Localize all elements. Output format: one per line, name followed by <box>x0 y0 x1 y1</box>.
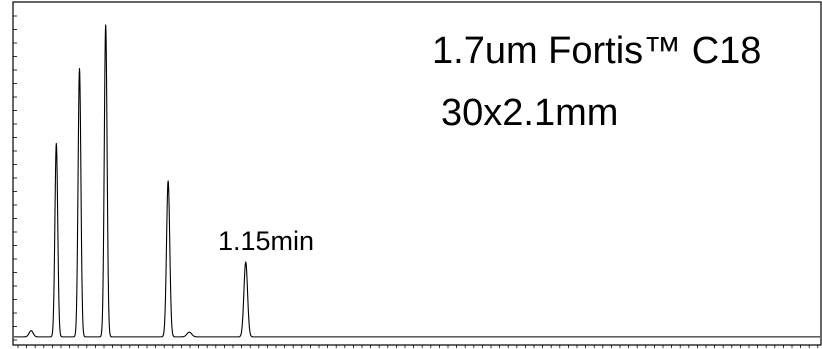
y-axis-ticks <box>13 15 17 341</box>
chromatogram-trace <box>13 24 821 338</box>
plot-frame <box>12 1 822 346</box>
retention-time-annotation: 1.15min <box>218 226 314 256</box>
column-dimensions-annotation: 30x2.1mm <box>441 92 618 134</box>
x-axis-ticks <box>17 345 819 348</box>
column-name-annotation: 1.7um Fortis™ C18 <box>432 30 761 72</box>
